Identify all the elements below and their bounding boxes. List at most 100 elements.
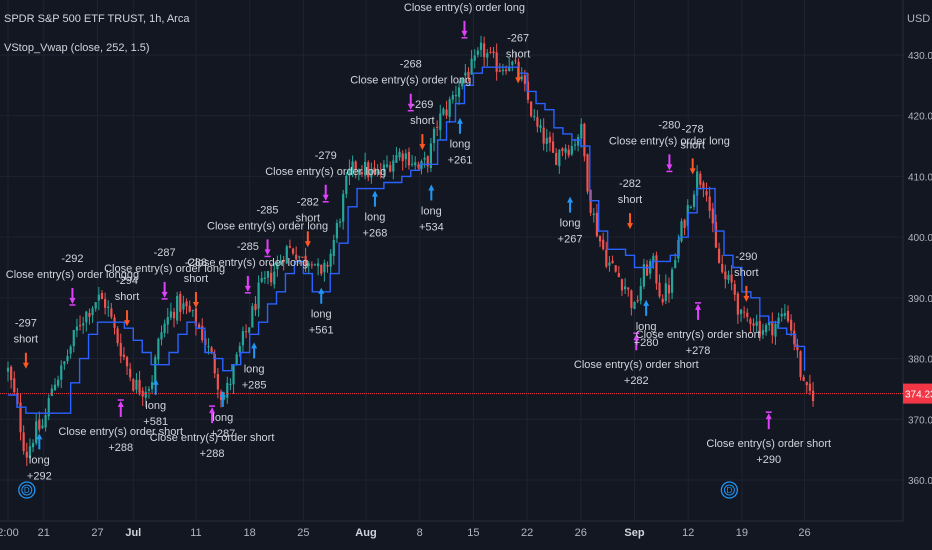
long-signal-label: +581 [143,416,168,428]
candle-body [504,69,508,72]
long-arrow-marker [251,342,258,359]
close-short-label: Close entry(s) order short [574,359,699,371]
candle-body [94,302,97,309]
candle-body [567,149,570,156]
candle-body [35,421,38,444]
long-signal-label: +561 [309,325,334,337]
candle-body [176,295,179,321]
candle-body [442,108,445,115]
candle-body [780,313,783,317]
candle-body [295,254,298,260]
event-circle [18,481,36,499]
candle-body [385,164,389,167]
candle-body [125,357,129,367]
candle-body [332,240,335,257]
x-tick-label: 8 [417,527,423,539]
candle-body [57,379,60,386]
candle-body [530,101,533,117]
candle-body [307,263,310,266]
x-tick-label: 22 [521,527,533,539]
candle-body [10,366,13,380]
symbol-title[interactable]: SPDR S&P 500 ETF TRUST, 1h, Arca [4,13,190,25]
candle-body [223,397,226,400]
y-tick-label: 420.00 [908,112,932,123]
close-long-label: -268 [400,59,422,71]
long-signal-label: long [421,206,442,218]
candle-body [389,165,392,172]
candle-body [786,310,790,322]
candle-body [708,196,711,211]
close-long-label: -279 [315,150,337,162]
candle-body [486,53,489,58]
candle-body [426,156,429,167]
candle-body [414,162,417,166]
short-signal-label: -267 [507,32,529,44]
candle-body [470,58,473,75]
candle-body [674,259,677,269]
candle-body [661,298,664,303]
close-short-marker [633,334,640,351]
candle-body [758,320,761,337]
candle-body [63,361,66,365]
short-signal-label: short [115,291,139,303]
long-signal-label: +261 [448,155,473,167]
close-long-marker [69,288,76,304]
y-tick-label: 410.00 [908,172,932,183]
candle-body [761,329,765,335]
short-signal-label: short [618,194,642,206]
close-long-label: Close entry(s) order long [104,263,225,275]
candle-body [614,265,617,272]
candle-body [85,311,88,323]
candle-body [317,263,320,267]
x-tick-label: 12 [682,527,694,539]
currency-label: USD [907,13,931,25]
long-signal-label: +534 [419,222,444,234]
candle-body [41,425,44,428]
candle-body [44,415,47,428]
long-arrow-marker [152,378,159,395]
indicator-legend[interactable]: VStop_Vwap (close, 252, 1.5) [4,42,150,54]
candle-body [733,284,736,295]
candle-body [476,50,479,55]
long-signal-label: +285 [242,379,267,391]
dividend-event-marker[interactable]: D [18,481,36,499]
candle-body [285,246,288,264]
candle-body [122,354,126,358]
close-long-label: Close entry(s) order long [609,135,730,147]
candle-body [683,219,686,228]
short-arrow-marker [627,213,634,230]
close-long-marker [244,275,251,292]
candle-body [479,42,483,50]
candle-body [263,277,266,279]
candle-body [69,346,72,354]
close-short-label: +278 [686,345,711,357]
candle-body [50,388,53,396]
candle-body [514,60,517,62]
candle-body [323,262,326,273]
candle-body [533,116,536,118]
dividend-event-marker[interactable]: D [720,481,739,499]
candle-body [771,321,774,336]
candle-body [138,379,141,393]
close-short-marker [117,401,124,417]
candle-body [238,346,241,353]
candle-body [60,365,63,380]
long-signal-label: long [450,139,471,151]
event-circle [720,481,739,499]
short-signal-label: -278 [682,123,704,135]
candle-body [696,171,699,196]
candle-body [398,151,401,158]
candle-body [429,143,432,169]
close-long-label: Close entry(s) order longgg [6,269,139,281]
short-arrow-marker [304,231,311,248]
candle-body [796,344,799,351]
candle-body [630,290,633,308]
candle-body [542,127,545,144]
close-long-label: -285 [257,204,279,216]
candle-body [743,311,746,313]
close-short-label: Close entry(s) order short [150,432,275,444]
candle-body [179,293,182,312]
candle-body [539,125,542,128]
candle-body [232,365,235,385]
